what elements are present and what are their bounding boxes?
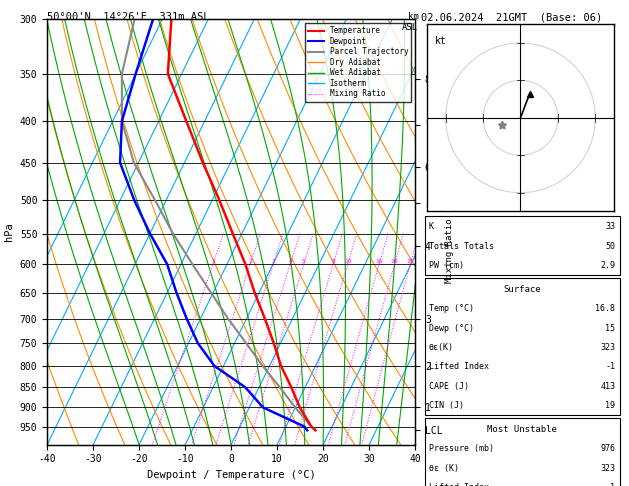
Text: 25: 25: [406, 259, 414, 264]
Text: 50°00'N  14°26'E  331m ASL: 50°00'N 14°26'E 331m ASL: [47, 12, 209, 22]
Text: 50: 50: [605, 242, 615, 251]
Text: Dewp (°C): Dewp (°C): [429, 324, 474, 332]
Text: 02.06.2024  21GMT  (Base: 06): 02.06.2024 21GMT (Base: 06): [421, 12, 603, 22]
Text: CIN (J): CIN (J): [429, 401, 464, 410]
Text: 4: 4: [288, 259, 292, 264]
Text: 16.8: 16.8: [595, 304, 615, 313]
Text: -1: -1: [605, 483, 615, 486]
Text: Pressure (mb): Pressure (mb): [429, 444, 494, 453]
Text: θε (K): θε (K): [429, 464, 459, 472]
Text: CAPE (J): CAPE (J): [429, 382, 469, 391]
Text: 5: 5: [302, 259, 306, 264]
Text: 20: 20: [391, 259, 398, 264]
Text: 413: 413: [600, 382, 615, 391]
Text: 8: 8: [331, 259, 335, 264]
Text: Surface: Surface: [503, 285, 541, 294]
Text: Most Unstable: Most Unstable: [487, 425, 557, 434]
Text: K: K: [429, 223, 434, 231]
Y-axis label: hPa: hPa: [4, 223, 14, 242]
Text: 19: 19: [605, 401, 615, 410]
Text: 3: 3: [271, 259, 275, 264]
Text: 16: 16: [376, 259, 383, 264]
Text: 2: 2: [248, 259, 252, 264]
Legend: Temperature, Dewpoint, Parcel Trajectory, Dry Adiabat, Wet Adiabat, Isotherm, Mi: Temperature, Dewpoint, Parcel Trajectory…: [305, 23, 411, 102]
Text: kt: kt: [435, 35, 446, 46]
Text: km
ASL: km ASL: [402, 12, 418, 32]
Text: Lifted Index: Lifted Index: [429, 363, 489, 371]
Text: 1: 1: [211, 259, 215, 264]
Text: 2.9: 2.9: [600, 261, 615, 270]
Text: PW (cm): PW (cm): [429, 261, 464, 270]
Text: 15: 15: [605, 324, 615, 332]
Text: Totals Totals: Totals Totals: [429, 242, 494, 251]
X-axis label: Dewpoint / Temperature (°C): Dewpoint / Temperature (°C): [147, 470, 316, 480]
Text: -1: -1: [605, 363, 615, 371]
Text: 323: 323: [600, 343, 615, 352]
Text: θε(K): θε(K): [429, 343, 454, 352]
Text: 33: 33: [605, 223, 615, 231]
Text: 10: 10: [344, 259, 352, 264]
Text: Lifted Index: Lifted Index: [429, 483, 489, 486]
Text: Temp (°C): Temp (°C): [429, 304, 474, 313]
Text: 976: 976: [600, 444, 615, 453]
Text: 323: 323: [600, 464, 615, 472]
Y-axis label: Mixing Ratio (g/kg): Mixing Ratio (g/kg): [445, 181, 454, 283]
